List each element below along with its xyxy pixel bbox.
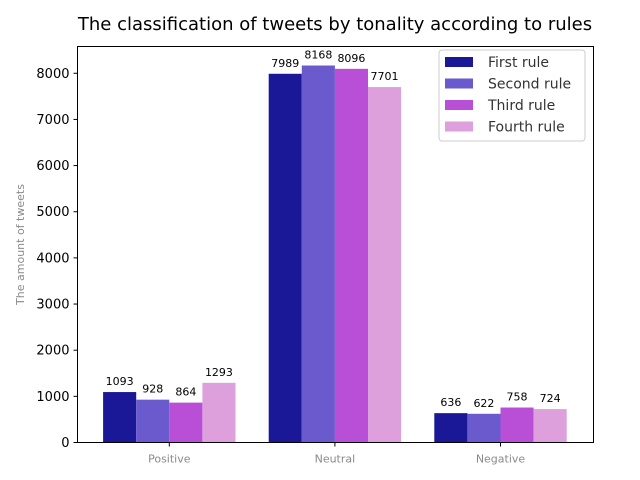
bar-positive-2: [136, 399, 170, 443]
legend-swatch: [445, 57, 473, 67]
x-tick-label: Positive: [148, 453, 191, 466]
y-tick-label: 3000: [36, 298, 69, 313]
data-label: 7989: [271, 57, 299, 70]
bar-positive-1: [103, 392, 137, 443]
bar-negative-2: [467, 413, 501, 443]
y-tick-label: 4000: [36, 251, 69, 266]
y-tick-label: 7000: [36, 113, 69, 128]
bar-positive-4: [202, 382, 236, 443]
legend-swatch: [445, 121, 473, 132]
bars-layer: [103, 65, 567, 443]
y-tick-label: 1000: [36, 390, 69, 405]
data-label: 636: [440, 396, 461, 409]
x-tick-label: Neutral: [315, 453, 356, 466]
y-tick-label: 5000: [36, 205, 69, 220]
data-label: 622: [473, 397, 494, 410]
plot-frame: [77, 46, 594, 443]
legend: First rule Second rule Third rule Fourth ru…: [438, 49, 586, 142]
legend-box: [438, 49, 586, 142]
x-tick-label: Negative: [476, 453, 526, 466]
y-axis-label: The amount of tweets: [14, 184, 27, 306]
y-tick-label: 0: [61, 436, 69, 451]
legend-label: Second rule: [488, 77, 571, 93]
bar-neutral-4: [368, 87, 402, 443]
data-label: 8096: [337, 52, 365, 65]
data-label: 724: [540, 392, 561, 405]
y-axis: 0 1000 2000 3000 4000 5000 6000 7000 8000: [36, 67, 78, 451]
data-label: 758: [507, 391, 528, 404]
legend-label: First rule: [488, 55, 549, 71]
chart-title: The classification of tweets by tonality…: [77, 14, 592, 35]
bar-neutral-2: [301, 65, 335, 443]
data-label: 928: [142, 383, 163, 396]
bar-neutral-3: [334, 68, 368, 443]
data-label: 864: [175, 386, 196, 399]
bar-negative-1: [434, 413, 468, 443]
data-label: 7701: [371, 70, 399, 83]
data-label: 8168: [304, 49, 332, 62]
legend-label: Fourth rule: [488, 120, 565, 136]
y-tick-label: 6000: [36, 159, 69, 174]
data-label: 1293: [205, 366, 233, 379]
bar-neutral-1: [268, 73, 302, 443]
legend-swatch: [445, 78, 473, 89]
data-label: 1093: [106, 375, 134, 388]
bar-negative-3: [500, 407, 534, 443]
data-labels-layer: 1093 928 864 1293 7989 8168 8096 7701 636 622 758 7…: [106, 49, 561, 410]
x-axis: Positive Neutral Negative: [148, 442, 526, 466]
bar-positive-3: [169, 402, 203, 443]
legend-label: Third rule: [487, 98, 555, 114]
bar-negative-4: [533, 409, 567, 443]
y-tick-label: 2000: [36, 344, 69, 359]
y-tick-label: 8000: [36, 67, 69, 82]
legend-swatch: [445, 100, 473, 110]
